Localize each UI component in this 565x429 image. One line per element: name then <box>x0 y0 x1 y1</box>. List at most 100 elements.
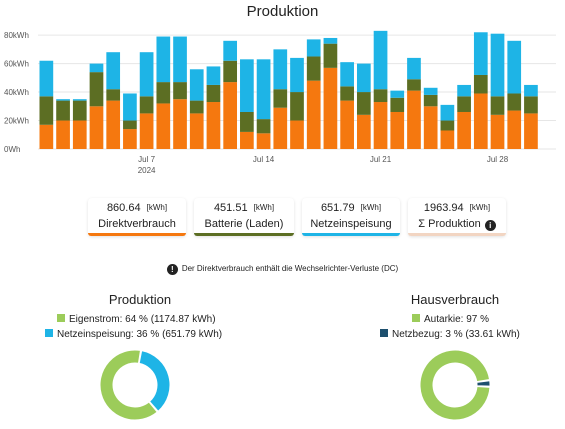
bar-segment[interactable] <box>423 94 438 107</box>
bar-segment[interactable] <box>340 100 354 149</box>
bar-segment[interactable] <box>123 93 137 121</box>
bar-segment[interactable] <box>206 66 221 85</box>
bar-segment[interactable] <box>490 33 505 97</box>
bar-segment[interactable] <box>490 114 505 149</box>
bar-segment[interactable] <box>390 97 405 112</box>
bar-segment[interactable] <box>290 92 304 121</box>
bar-segment[interactable] <box>123 129 137 149</box>
bar-segment[interactable] <box>290 120 304 149</box>
bar-segment[interactable] <box>206 84 221 103</box>
bar-segment[interactable] <box>72 100 87 121</box>
bar-segment[interactable] <box>223 82 238 149</box>
bar-segment[interactable] <box>306 56 321 81</box>
bar-segment[interactable] <box>123 120 137 130</box>
bar-segment[interactable] <box>473 32 488 75</box>
bar-segment[interactable] <box>106 89 121 101</box>
card-summe-produktion[interactable]: 1963.94 [kWh] Σ Produktion i <box>408 198 506 236</box>
bar-segment[interactable] <box>256 59 271 120</box>
bar-segment[interactable] <box>457 111 471 149</box>
bar-segment[interactable] <box>390 90 405 98</box>
card-netzeinspeisung[interactable]: 651.79 [kWh] Netzeinspeisung <box>302 198 400 236</box>
bar-segment[interactable] <box>273 89 288 108</box>
bar-segment[interactable] <box>173 36 187 83</box>
bar-segment[interactable] <box>373 102 388 149</box>
bar-segment[interactable] <box>340 62 354 87</box>
card-batterie[interactable]: 451.51 [kWh] Batterie (Laden) <box>194 198 294 236</box>
bar-segment[interactable] <box>373 89 388 103</box>
donut-slice[interactable] <box>419 349 491 421</box>
bar-segment[interactable] <box>373 30 388 90</box>
bar-segment[interactable] <box>457 84 471 97</box>
bar-segment[interactable] <box>89 106 104 149</box>
bar-segment[interactable] <box>256 133 271 149</box>
bar-segment[interactable] <box>173 82 187 100</box>
bar-segment[interactable] <box>423 106 438 149</box>
bar-segment[interactable] <box>189 113 204 149</box>
bar-segment[interactable] <box>139 113 154 149</box>
card-direktverbrauch[interactable]: 860.64 [kWh] Direktverbrauch <box>88 198 186 236</box>
bar-segment[interactable] <box>106 100 121 149</box>
bar-segment[interactable] <box>56 120 70 149</box>
bar-segment[interactable] <box>507 93 522 111</box>
bar-segment[interactable] <box>407 57 421 80</box>
donut-slice[interactable] <box>138 350 171 412</box>
bar-segment[interactable] <box>56 100 70 121</box>
bar-segment[interactable] <box>507 110 522 149</box>
bar-segment[interactable] <box>206 102 221 149</box>
legend-item-autarkie[interactable]: Autarkie: 97 % <box>412 314 489 325</box>
bar-segment[interactable] <box>106 52 121 90</box>
bar-segment[interactable] <box>473 74 488 94</box>
bar-segment[interactable] <box>240 111 254 132</box>
bar-segment[interactable] <box>323 67 338 149</box>
bar-segment[interactable] <box>189 100 204 114</box>
bar-segment[interactable] <box>156 82 171 104</box>
legend-item-netzeinspeisung[interactable]: Netzeinspeisung: 36 % (651.79 kWh) <box>45 329 222 340</box>
bar-segment[interactable] <box>39 96 54 125</box>
bar-segment[interactable] <box>72 120 87 149</box>
bar-segment[interactable] <box>440 120 455 131</box>
bar-segment[interactable] <box>189 69 204 101</box>
bar-segment[interactable] <box>524 96 538 114</box>
bar-segment[interactable] <box>39 124 54 149</box>
bar-segment[interactable] <box>139 96 154 114</box>
bar-segment[interactable] <box>139 52 154 97</box>
bar-segment[interactable] <box>173 99 187 149</box>
bar-segment[interactable] <box>156 103 171 149</box>
bar-segment[interactable] <box>240 131 254 149</box>
bar-segment[interactable] <box>306 80 321 149</box>
bar-segment[interactable] <box>56 99 70 101</box>
bar-segment[interactable] <box>407 79 421 91</box>
bar-segment[interactable] <box>39 60 54 97</box>
bar-segment[interactable] <box>507 40 522 94</box>
bar-segment[interactable] <box>240 59 254 112</box>
bar-segment[interactable] <box>440 104 455 121</box>
bar-segment[interactable] <box>256 119 271 134</box>
bar-segment[interactable] <box>323 37 338 44</box>
bar-segment[interactable] <box>273 107 288 149</box>
bar-segment[interactable] <box>89 63 104 73</box>
bar-segment[interactable] <box>356 114 371 149</box>
bar-segment[interactable] <box>72 99 87 101</box>
bar-segment[interactable] <box>273 49 288 90</box>
info-icon[interactable]: i <box>484 220 496 231</box>
bar-segment[interactable] <box>156 36 171 83</box>
bar-segment[interactable] <box>423 87 438 95</box>
bar-segment[interactable] <box>524 113 538 149</box>
legend-item-netzbezug[interactable]: Netzbezug: 3 % (33.61 kWh) <box>380 329 520 340</box>
bar-segment[interactable] <box>457 96 471 112</box>
donut-slice[interactable] <box>476 380 491 387</box>
bar-segment[interactable] <box>524 84 538 97</box>
bar-segment[interactable] <box>323 43 338 68</box>
bar-segment[interactable] <box>340 86 354 101</box>
bar-segment[interactable] <box>306 39 321 57</box>
bar-segment[interactable] <box>223 60 238 83</box>
bar-segment[interactable] <box>223 40 238 61</box>
bar-segment[interactable] <box>390 111 405 149</box>
legend-item-eigenstrom[interactable]: Eigenstrom: 64 % (1174.87 kWh) <box>57 314 216 325</box>
bar-segment[interactable] <box>490 96 505 115</box>
bar-segment[interactable] <box>473 93 488 149</box>
bar-segment[interactable] <box>290 57 304 93</box>
bar-segment[interactable] <box>356 63 371 93</box>
bar-segment[interactable] <box>407 90 421 149</box>
bar-segment[interactable] <box>440 130 455 149</box>
